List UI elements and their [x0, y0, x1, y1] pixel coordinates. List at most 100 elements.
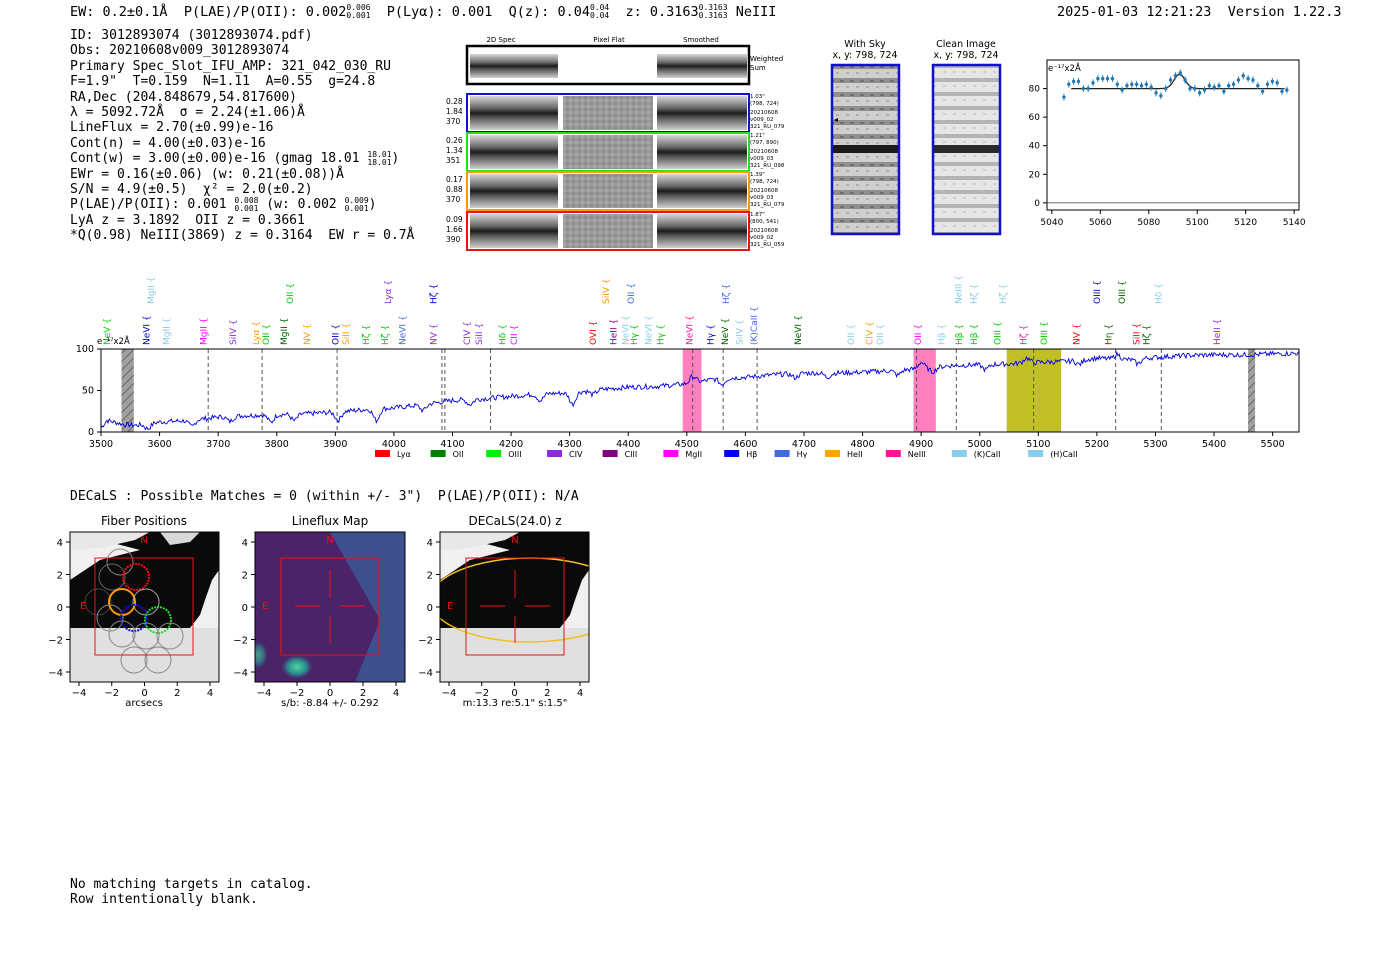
cutout-meta: 1.39": [750, 172, 765, 178]
decals-ytick-label: 4: [57, 538, 63, 549]
cutout-flat: [563, 214, 653, 248]
line-id-label: SiIV {: [736, 319, 746, 345]
legend-swatch: [825, 450, 840, 457]
timestamp: 2025-01-03 12:21:23: [1057, 4, 1212, 20]
legend-swatch: [885, 450, 901, 457]
zoom-point: [1217, 84, 1221, 88]
line-id-label: Hζ {: [362, 325, 372, 345]
zoom-point: [1207, 84, 1212, 88]
zoom-point: [1105, 76, 1110, 81]
spec-ylabel: e⁻¹⁷x2Å: [97, 335, 130, 347]
line-id-label: OII {: [876, 324, 886, 345]
line-id-text: NeV {: [103, 318, 113, 345]
line-id-label: NeVI {: [686, 315, 696, 345]
line-id-label: Hγ {: [706, 324, 716, 345]
cutout-meta: 1.03": [750, 94, 765, 100]
line-name: NeIII: [735, 4, 777, 20]
plae-upper: 0.006: [346, 3, 371, 12]
cutout-smooth: [657, 96, 747, 130]
zoom-point: [1076, 79, 1081, 84]
plae2-upper: 0.008: [234, 196, 259, 206]
line-id-text: OIII {: [993, 321, 1003, 345]
cutout-meta: v009_02: [750, 235, 774, 241]
line-id-text: NeVI {: [143, 315, 153, 345]
cutout-value: 1.66: [446, 225, 463, 234]
panel3-xlabel: m:13.3 re:5.1" s:1.5": [463, 698, 568, 709]
header-summary: EW: 0.2±0.1Å P(LAE)/P(OII): 0.002 0.006 0.…: [70, 3, 777, 21]
line-id-text: HeII {: [1213, 319, 1223, 345]
panel2-xlabel: s/b: -8.84 +/- 0.292: [281, 698, 379, 709]
line-id-text: NeVI {: [645, 315, 655, 345]
zoom-point: [1110, 76, 1115, 81]
zoom-point: [1120, 88, 1124, 92]
zoom-point: [1071, 79, 1076, 84]
line-id-text: OII {: [331, 324, 341, 345]
east-marker-3: E: [447, 601, 453, 612]
zoom-point: [1202, 88, 1207, 92]
spec-xtick-label: 5300: [1143, 439, 1167, 450]
info-ewr: EWr = 0.16(±0.06) (w: 0.21(±0.08))Å: [70, 166, 344, 182]
line-id-label: NeVI {: [645, 315, 655, 345]
line-id-text: Hζ {: [1020, 325, 1030, 345]
spec-xtick-label: 4600: [733, 439, 757, 450]
line-id-text: Hδ {: [1154, 283, 1164, 304]
zoom-point: [1178, 71, 1182, 75]
line-id-text: Hζ {: [999, 284, 1009, 304]
line-id-label: SiIV {: [602, 278, 612, 304]
zoom-point: [1086, 86, 1090, 91]
sky-images: With Sky x, y: 798, 724 Clean Image x, y…: [830, 39, 1002, 236]
spec-xtick-label: 3600: [147, 439, 171, 450]
line-id-label: NeVI {: [143, 315, 153, 345]
zoom-point: [1183, 78, 1187, 82]
line-id-text: SiII {: [342, 323, 352, 345]
spec-xtick-label: 5500: [1261, 439, 1285, 450]
spec-xtick-label: 5200: [1085, 439, 1109, 450]
north-marker-3: N: [511, 535, 518, 546]
line-id-text: NV {: [1072, 324, 1082, 345]
zoom-xtick-label: 5060: [1089, 218, 1112, 228]
line-id-text: Hγ {: [706, 324, 716, 345]
info-q-line: *Q(0.98) NeIII(3869) z = 0.3164 EW r = 0…: [70, 228, 415, 244]
zoom-xtick-label: 5080: [1137, 218, 1160, 228]
line-id-text: SiII {: [475, 323, 485, 345]
fiber-positions-panel: N E: [70, 532, 219, 682]
zoom-point: [1231, 82, 1236, 86]
decals-image-title: DECaLS(24.0) z: [468, 514, 561, 528]
line-id-label: OII {: [627, 283, 637, 304]
line-id-label: NeV {: [721, 318, 731, 345]
line-id-text: OIII {: [1118, 280, 1128, 304]
zoom-point: [1260, 89, 1265, 94]
line-id-text: Hζ {: [722, 284, 732, 304]
line-id-text: Hζ {: [1143, 325, 1153, 345]
spec-xtick-label: 5000: [968, 439, 992, 450]
line-id-text: (K)CaII {: [750, 306, 760, 345]
line-id-label: Hζ {: [1020, 325, 1030, 345]
line-id-label: SiII {: [1133, 323, 1143, 345]
decals-panels: Fiber Positions Lineflux Map DECaLS(24.0…: [48, 514, 590, 709]
cutout-meta: 321_RU_079: [750, 202, 785, 208]
decals-xtick-label: −4: [257, 688, 272, 699]
gmag-lower: 18.01: [367, 158, 392, 168]
line-id-label: OIII {: [1040, 321, 1050, 345]
spec-xtick-label: 5100: [1026, 439, 1050, 450]
legend-swatch: [602, 450, 618, 457]
plae2w-lower: 0.001: [344, 204, 369, 214]
full-spectrum-chart: NeV {NeVI {MgII {MgII {SiIV {Lyα {OII {M…: [76, 275, 1300, 459]
legend-swatch: [547, 450, 562, 457]
line-id-text: SiIV {: [229, 319, 239, 345]
info-contw-row: Cont(w) = 3.00(±0.00)e-16 (gmag 18.01 18…: [70, 150, 400, 168]
with-sky-image: [830, 63, 901, 236]
zoom-point: [1125, 84, 1129, 88]
col-smooth-label: Smoothed: [683, 36, 719, 44]
zoom-point: [1236, 78, 1241, 82]
cutout-meta: 20210608: [750, 228, 778, 234]
line-id-label: Hβ {: [938, 324, 948, 345]
spec-xtick-label: 4500: [675, 439, 699, 450]
cutout-meta: 20210608: [750, 188, 778, 194]
line-id-label: MgII {: [147, 277, 157, 304]
line-id-text: Hζ {: [970, 284, 980, 304]
legend-swatch: [375, 450, 390, 457]
line-id-text: MgII {: [280, 318, 290, 345]
line-id-text: CIV {: [463, 321, 473, 345]
